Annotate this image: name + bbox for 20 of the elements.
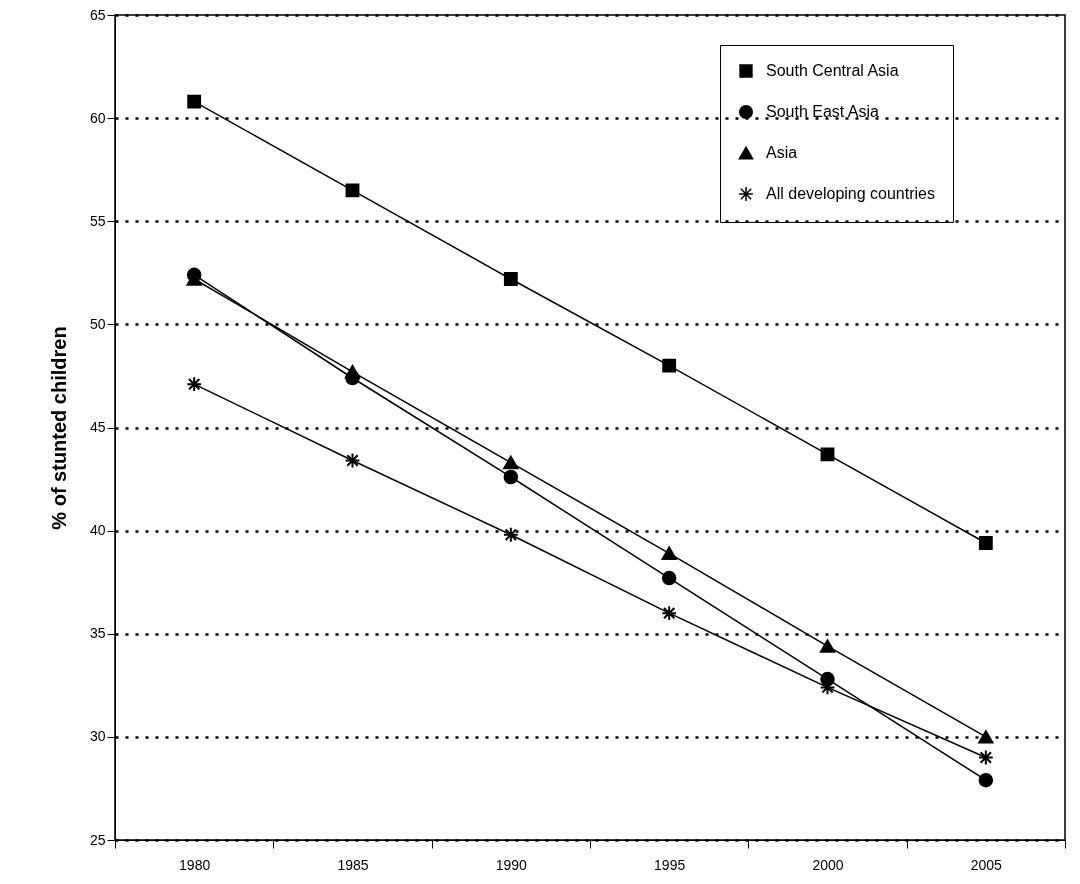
legend-label: All developing countries	[766, 185, 935, 202]
x-tick-label: 1995	[654, 856, 686, 873]
y-tick-label: 30	[89, 728, 106, 745]
x-tick-label: 1980	[179, 856, 211, 873]
legend-label: South Central Asia	[766, 62, 899, 79]
y-tick-label: 35	[89, 625, 106, 642]
y-tick-label: 50	[89, 315, 106, 332]
y-tick-label: 60	[89, 109, 106, 126]
y-tick-label: 45	[89, 419, 106, 435]
legend-label: South East Asia	[766, 103, 880, 120]
y-axis-title: % of stunted children	[47, 326, 70, 530]
legend-label: Asia	[766, 144, 798, 161]
y-tick-label: 40	[89, 522, 106, 539]
y-tick-label: 65	[89, 6, 106, 23]
x-tick-label: 2005	[970, 856, 1003, 873]
x-tick-label: 2000	[812, 856, 844, 873]
x-tick-label: 1985	[337, 856, 369, 873]
x-tick-label: 1990	[495, 856, 528, 873]
y-tick-label: 25	[89, 831, 106, 848]
y-tick-label: 55	[89, 212, 106, 229]
